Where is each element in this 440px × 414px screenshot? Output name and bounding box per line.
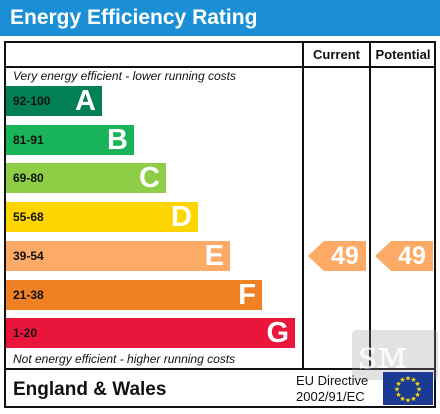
rating-frame — [4, 41, 436, 408]
watermark-monogram: ꜱм — [358, 333, 408, 377]
band-letter: D — [171, 201, 192, 234]
current-column-divider — [302, 41, 304, 368]
eu-star-icon: ★ — [410, 395, 416, 403]
title-bar: Energy Efficiency Rating — [0, 0, 440, 36]
potential-rating-value: 49 — [398, 241, 426, 270]
band-g: 1-20 G — [6, 317, 295, 350]
top-efficiency-note: Very energy efficient - lower running co… — [13, 69, 236, 83]
eu-flag-icon: ★ ★ ★ ★ ★ ★ ★ ★ ★ ★ ★ ★ — [383, 372, 433, 405]
band-letter: E — [204, 239, 224, 272]
current-column-header: Current — [313, 47, 360, 62]
band-range-label: 69-80 — [13, 171, 44, 186]
eu-star-icon: ★ — [405, 397, 411, 405]
band-e: 39-54 E — [6, 239, 230, 272]
eu-star-icon: ★ — [395, 391, 401, 399]
current-rating-value: 49 — [331, 241, 359, 270]
band-range-label: 81-91 — [13, 132, 44, 147]
band-b: 81-91 B — [6, 123, 134, 156]
current-arrow-shape — [308, 240, 366, 271]
band-d: 55-68 D — [6, 201, 198, 234]
region-label: England & Wales — [13, 379, 167, 400]
band-letter: A — [75, 85, 96, 117]
band-c: 69-80 C — [6, 162, 166, 195]
header-divider — [4, 66, 436, 68]
band-letter: C — [139, 162, 160, 195]
band-letter: B — [107, 123, 128, 156]
footer-divider — [4, 368, 436, 370]
potential-arrow-shape — [375, 240, 433, 271]
band-f: 21-38 F — [6, 278, 262, 311]
eu-star-icon: ★ — [395, 380, 401, 388]
eu-star-icon: ★ — [394, 386, 400, 394]
eu-directive: EU Directive 2002/91/EC — [296, 373, 368, 405]
eu-star-icon: ★ — [399, 395, 405, 403]
bottom-efficiency-note: Not energy efficient - higher running co… — [13, 352, 236, 366]
potential-column-header: Potential — [375, 47, 431, 62]
potential-rating-arrow: 49 — [375, 240, 433, 271]
eu-star-icon: ★ — [414, 391, 420, 399]
band-range-label: 21-38 — [13, 287, 44, 302]
band-range-label: 92-100 — [13, 94, 51, 108]
band-a: 92-100 A — [6, 85, 102, 117]
agent-watermark: ꜱм — [352, 330, 438, 380]
band-range-label: 55-68 — [13, 210, 44, 225]
eu-star-icon: ★ — [405, 375, 411, 383]
page-title: Energy Efficiency Rating — [10, 6, 258, 29]
band-letter: G — [266, 317, 289, 350]
eu-star-icon: ★ — [410, 376, 416, 384]
band-range-label: 1-20 — [13, 326, 38, 341]
current-rating-arrow: 49 — [308, 240, 366, 271]
band-range-label: 39-54 — [13, 248, 44, 263]
band-letter: F — [238, 278, 256, 311]
eu-star-icon: ★ — [416, 386, 422, 394]
potential-column-divider — [369, 41, 371, 368]
eu-star-icon: ★ — [399, 376, 405, 384]
eu-star-icon: ★ — [414, 380, 420, 388]
eu-directive-line1: EU Directive — [296, 373, 369, 388]
eu-directive-line2: 2002/91/EC — [296, 389, 365, 404]
